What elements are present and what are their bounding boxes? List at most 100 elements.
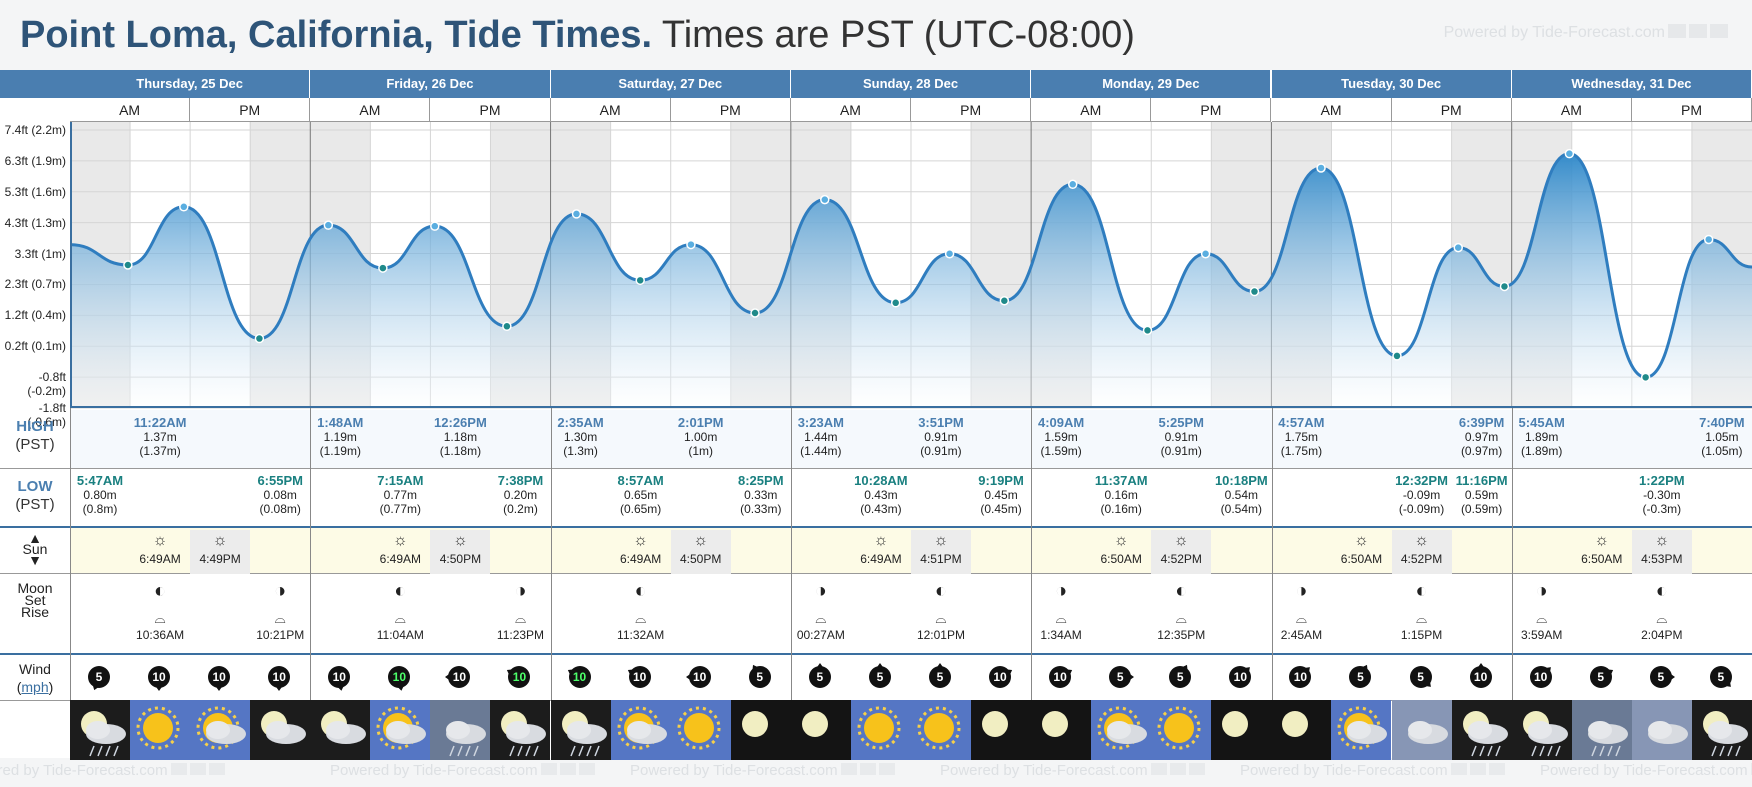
sunset-time: 4:52PM — [1400, 552, 1443, 566]
sun-row-label-text: Sun — [22, 541, 48, 557]
moonset-cell: ◑ ⌓ 10:21PM — [250, 580, 310, 642]
powered-by-bottom[interactable]: Powered by Tide-Forecast.com — [330, 762, 595, 779]
logo-mark-icon — [170, 763, 187, 775]
low-tide-point — [1392, 351, 1402, 361]
night-cloudy-icon — [310, 700, 371, 760]
tide-time: 10:28AM — [854, 473, 908, 488]
weather-symbol — [1647, 721, 1688, 744]
tide-height: 0.16m — [1104, 488, 1138, 502]
moonset-icon: ⌓ — [815, 610, 827, 626]
wind-speed: 10 — [448, 666, 471, 688]
clear-night-icon — [730, 700, 791, 760]
tide-height-rounded: (0.91m) — [920, 444, 962, 458]
moonrise-icon: ⌓ — [935, 610, 947, 626]
tide-time: 6:39PM — [1458, 415, 1505, 430]
tide-height: 0.43m — [864, 488, 898, 502]
sunset-cell: ☼ 4:53PM — [1631, 530, 1692, 574]
wind-speed: 5 — [928, 666, 951, 688]
powered-by-bottom[interactable]: Powered by Tide-Forecast.com — [630, 762, 895, 779]
sunny-icon — [850, 700, 911, 760]
logo-mark-icon — [840, 763, 857, 775]
wind-cell: 5 — [1091, 656, 1151, 700]
weather-symbol — [617, 706, 667, 750]
wind-cell: 10 — [490, 656, 550, 700]
moon-phase-icon: ◑ — [514, 580, 527, 602]
wind-speed: 10 — [328, 666, 351, 688]
low-tide-point — [502, 321, 512, 332]
wind-speed: 5 — [748, 666, 771, 688]
moonset-time: 10:21PM — [256, 628, 305, 642]
sunrise-cell: ☼ 6:50AM — [1091, 530, 1151, 574]
wind-cell: 10 — [1031, 656, 1091, 700]
powered-by-top[interactable]: Powered by Tide-Forecast.com — [1444, 24, 1728, 42]
tide-height: 0.97m — [1464, 430, 1499, 444]
pm-label: PM — [1151, 98, 1272, 122]
row-separator — [0, 653, 1752, 655]
moon-row-label: Moon Set Rise — [0, 581, 70, 619]
low-tide-cell: 10:18PM 0.54m (0.54m) — [1211, 474, 1271, 517]
day-header: Monday, 29 Dec — [1031, 70, 1272, 98]
low-tide-point — [123, 260, 133, 270]
powered-by-bottom[interactable]: Powered by Tide-Forecast.com — [940, 762, 1205, 779]
am-label: AM — [1511, 98, 1632, 122]
wind-cell: 10 — [130, 656, 190, 700]
logo-mark-icon — [189, 763, 206, 775]
low-tide-point — [890, 298, 901, 308]
y-tick-label: 0.2ft (0.1m) — [4, 339, 66, 354]
tide-height-rounded: (0.54m) — [1220, 502, 1262, 516]
moon-phase-icon: ◑ — [1295, 580, 1308, 602]
tide-time: 5:47AM — [76, 473, 124, 488]
wind-speed: 5 — [1409, 666, 1432, 688]
wind-cell: 10 — [190, 656, 250, 700]
clear-night-icon — [1271, 700, 1332, 760]
weather-symbol — [261, 711, 307, 744]
sun-row-label[interactable]: ▲ Sun ▼ — [0, 531, 70, 567]
high-tide-point — [1316, 163, 1326, 173]
wind-speed: 5 — [1649, 666, 1672, 688]
night-rain-icon — [1511, 700, 1572, 760]
low-tide-cell: 11:37AM 0.16m (0.16m) — [1091, 474, 1151, 517]
wind-cell: 5 — [791, 656, 851, 700]
weather-symbol — [917, 706, 961, 750]
sunrise-time: 6:49AM — [139, 552, 181, 566]
moonrise-cell: ◐ ⌓ 1:15PM — [1392, 580, 1452, 642]
moonrise-time: 12:01PM — [916, 628, 965, 642]
tide-height: 0.91m — [924, 430, 958, 444]
tide-time: 12:26PM — [434, 415, 487, 430]
weather-symbol — [196, 706, 247, 750]
tide-height-rounded: (1.59m) — [1040, 444, 1082, 458]
weather-symbol — [1097, 706, 1148, 750]
sunrise-cell: ☼ 6:50AM — [1572, 530, 1632, 574]
day-separator — [790, 408, 792, 758]
powered-by-bottom[interactable]: Powered by Tide-Forecast.com — [1240, 762, 1505, 779]
tide-time: 2:01PM — [677, 415, 724, 430]
sunset-time: 4:49PM — [199, 552, 241, 566]
wind-speed: 10 — [1529, 666, 1552, 688]
cloudy-icon — [1631, 700, 1692, 760]
am-label: AM — [790, 98, 912, 122]
low-tide-cell: 6:55PM 0.08m (0.08m) — [250, 474, 310, 517]
tide-table: Thursday, 25 Dec AM PM Friday, 26 Dec AM PM Sa… — [0, 70, 1752, 779]
moonset-icon: ⌓ — [274, 610, 286, 626]
powered-by-bottom[interactable]: Powered by Tide-Forecast.com — [1540, 762, 1752, 779]
powered-by-bottom[interactable]: Powered by Tide-Forecast.com — [0, 762, 225, 779]
sunrise-cell: ☼ 6:49AM — [130, 530, 190, 574]
sunset-icon: ☼ — [1654, 532, 1670, 549]
moonrise-cell: ◐ ⌓ 12:01PM — [911, 580, 971, 642]
day-header: Sunday, 28 Dec — [790, 70, 1032, 98]
day-header: Tuesday, 30 Dec — [1271, 70, 1512, 98]
sunset-time: 4:50PM — [439, 552, 482, 566]
moonset-icon: ⌓ — [1055, 610, 1067, 626]
am-label: AM — [70, 98, 191, 122]
sunrise-cell: ☼ 6:50AM — [1331, 530, 1391, 574]
tide-time: 8:25PM — [738, 473, 784, 488]
sunrise-cell: ☼ 6:49AM — [851, 530, 911, 574]
mph-link[interactable]: (mph) — [16, 679, 54, 695]
logo-mark-icon — [208, 763, 225, 775]
clear-night-icon — [1031, 700, 1092, 760]
tide-height-rounded: (1.3m) — [563, 444, 598, 458]
low-tide-cell: 8:25PM 0.33m (0.33m) — [731, 473, 791, 517]
sunrise-time: 6:50AM — [1100, 552, 1142, 566]
tide-height-rounded: (-0.3m) — [1642, 502, 1682, 516]
wind-speed: 10 — [688, 666, 711, 688]
